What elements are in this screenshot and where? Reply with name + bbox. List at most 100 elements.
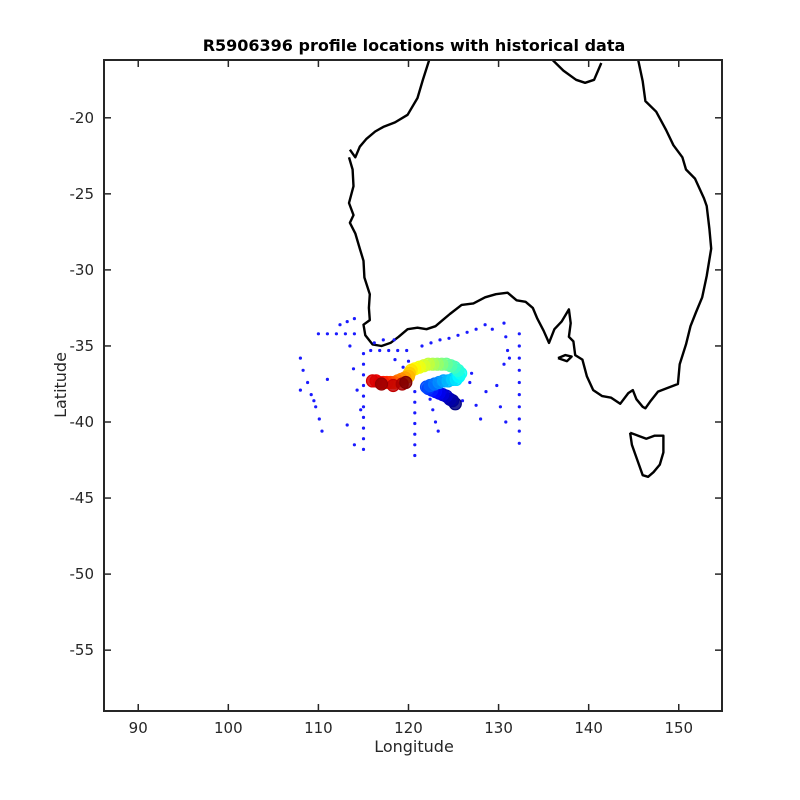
historical-point-70: [504, 335, 508, 339]
historical-point-27: [361, 383, 366, 388]
plot-area: [298, 60, 713, 478]
historical-point-74: [517, 332, 521, 336]
historical-point-39: [372, 341, 376, 345]
historical-point-89: [470, 371, 474, 375]
historical-point-8: [298, 356, 302, 360]
historical-point-51: [413, 453, 417, 458]
historical-point-72: [502, 362, 506, 366]
y-tick-label--40: -40: [70, 413, 95, 431]
historical-point-16: [325, 377, 329, 381]
coastline-4: [551, 60, 603, 85]
coastline-1: [628, 431, 665, 478]
historical-point-71: [506, 348, 510, 353]
historical-point-3: [343, 332, 347, 336]
x-tick-label-100: 100: [214, 719, 243, 737]
float-profile-45: [374, 377, 389, 391]
historical-point-79: [517, 393, 521, 397]
historical-point-17: [312, 399, 316, 403]
historical-point-22: [345, 423, 349, 427]
float-profile-46: [399, 375, 413, 390]
historical-point-9: [301, 368, 305, 372]
y-tick-label--20: -20: [70, 109, 95, 127]
historical-point-20: [355, 388, 359, 392]
historical-point-46: [413, 400, 417, 404]
historical-point-18: [348, 344, 352, 348]
historical-point-33: [361, 447, 366, 451]
historical-point-38: [405, 348, 409, 353]
historical-point-67: [479, 417, 483, 421]
x-tick-label-130: 130: [484, 719, 513, 737]
y-axis-label: Latitude: [51, 352, 70, 418]
historical-point-55: [436, 429, 440, 433]
historical-point-62: [474, 327, 478, 331]
coastline-3: [348, 60, 431, 159]
historical-point-53: [431, 408, 435, 412]
historical-point-6: [345, 320, 349, 324]
historical-point-47: [413, 411, 417, 415]
historical-point-60: [456, 333, 460, 337]
historical-point-83: [517, 441, 521, 445]
historical-point-35: [378, 348, 382, 353]
historical-point-50: [413, 443, 417, 447]
historical-point-37: [396, 348, 400, 353]
historical-point-10: [306, 380, 310, 385]
x-tick-label-150: 150: [664, 719, 693, 737]
historical-point-76: [517, 356, 521, 360]
historical-point-32: [361, 437, 366, 441]
historical-point-58: [438, 338, 442, 342]
y-tick-label--45: -45: [70, 489, 95, 507]
historical-point-73: [507, 356, 511, 360]
historical-point-86: [504, 420, 508, 424]
historical-point-65: [460, 399, 465, 403]
historical-point-25: [361, 362, 366, 366]
x-tick-label-140: 140: [574, 719, 603, 737]
historical-point-78: [517, 380, 521, 385]
coastline-2: [557, 353, 573, 363]
historical-point-5: [338, 323, 342, 327]
x-axis-label: Longitude: [374, 737, 454, 756]
historical-point-52: [428, 397, 432, 401]
coastline-0: [347, 60, 713, 410]
historical-point-4: [352, 332, 356, 336]
historical-point-77: [517, 368, 521, 372]
historical-point-23: [352, 443, 356, 447]
historical-point-26: [361, 373, 366, 377]
historical-point-82: [517, 429, 521, 433]
historical-point-31: [361, 426, 366, 430]
historical-point-13: [317, 417, 321, 421]
historical-point-66: [474, 403, 478, 407]
historical-point-87: [468, 380, 472, 385]
historical-point-69: [502, 321, 506, 325]
historical-point-24: [361, 352, 366, 356]
y-tick-label--30: -30: [70, 261, 95, 279]
historical-point-11: [309, 393, 313, 397]
y-tick-label--25: -25: [70, 185, 95, 203]
historical-point-48: [413, 421, 417, 426]
x-tick-label-90: 90: [129, 719, 148, 737]
historical-point-40: [381, 338, 385, 342]
historical-point-2: [334, 332, 338, 336]
historical-point-61: [465, 330, 469, 334]
y-tick-label--35: -35: [70, 337, 95, 355]
historical-point-30: [361, 415, 366, 419]
historical-point-0: [316, 332, 320, 336]
historical-point-36: [387, 348, 391, 353]
historical-point-43: [401, 365, 405, 369]
historical-point-59: [447, 336, 451, 340]
axes-box: [103, 59, 723, 712]
historical-point-14: [320, 429, 324, 433]
historical-point-68: [484, 390, 488, 394]
historical-point-19: [351, 367, 356, 371]
historical-point-81: [517, 417, 521, 421]
historical-point-15: [298, 388, 302, 392]
historical-point-57: [429, 341, 433, 345]
y-tick-label--55: -55: [70, 641, 95, 659]
historical-point-21: [359, 408, 363, 412]
y-tick-label--50: -50: [70, 565, 95, 583]
historical-point-75: [517, 344, 521, 348]
historical-point-29: [361, 405, 366, 409]
historical-point-44: [406, 359, 411, 363]
historical-point-85: [498, 405, 502, 409]
historical-point-64: [490, 327, 494, 331]
